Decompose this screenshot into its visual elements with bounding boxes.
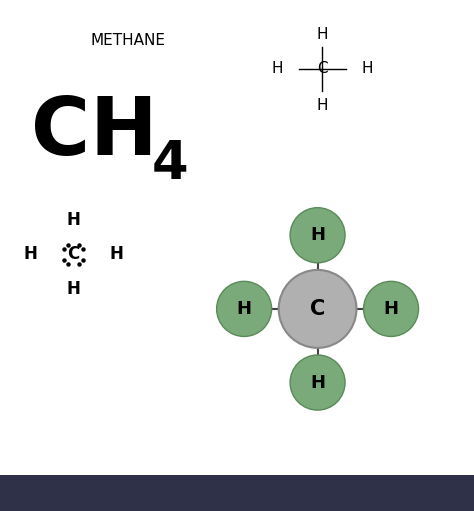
Circle shape — [279, 270, 356, 348]
Text: H: H — [317, 98, 328, 113]
Text: H: H — [66, 280, 81, 298]
Text: C: C — [310, 299, 325, 319]
Text: H: H — [272, 61, 283, 77]
Text: VectorStock.com/40748827: VectorStock.com/40748827 — [293, 489, 418, 498]
Text: C: C — [67, 245, 80, 263]
Text: H: H — [317, 27, 328, 42]
Text: H: H — [310, 226, 325, 244]
Circle shape — [364, 282, 419, 336]
Text: CH: CH — [31, 94, 157, 172]
Text: H: H — [383, 300, 399, 318]
Text: C: C — [317, 61, 328, 77]
Text: H: H — [362, 61, 373, 77]
Circle shape — [290, 207, 345, 263]
Text: H: H — [109, 245, 123, 263]
Text: H: H — [66, 211, 81, 228]
Text: VectorStock®: VectorStock® — [24, 488, 110, 498]
Circle shape — [217, 282, 272, 336]
Circle shape — [290, 355, 345, 410]
Text: H: H — [24, 245, 38, 263]
Text: 4: 4 — [152, 138, 188, 190]
Text: H: H — [310, 374, 325, 391]
Text: H: H — [237, 300, 252, 318]
Text: METHANE: METHANE — [91, 33, 165, 48]
